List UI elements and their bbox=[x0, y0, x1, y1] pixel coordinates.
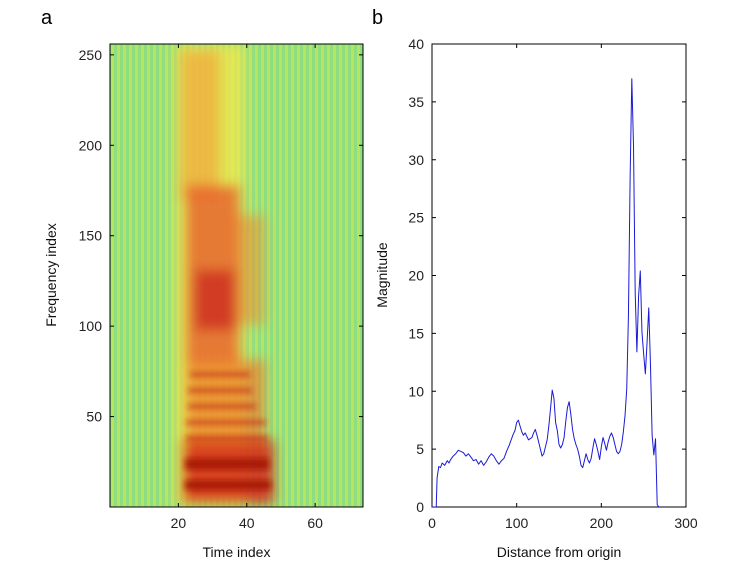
line-chart-y-tick-label: 30 bbox=[408, 152, 424, 168]
line-chart-x-tick-label: 200 bbox=[590, 515, 614, 531]
heatmap-y-tick-label: 100 bbox=[79, 318, 103, 334]
line-chart-x-axis-label: Distance from origin bbox=[497, 544, 622, 560]
line-chart-y-tick-label: 25 bbox=[408, 210, 424, 226]
heatmap-y-tick-label: 150 bbox=[79, 228, 103, 244]
line-chart-x-tick-label: 100 bbox=[505, 515, 529, 531]
heatmap-y-tick-label: 200 bbox=[79, 137, 103, 153]
line-chart-x-tick-label: 0 bbox=[428, 515, 436, 531]
line-chart-y-axis-label: Magnitude bbox=[374, 242, 390, 308]
heatmap-x-tick-label: 40 bbox=[239, 515, 255, 531]
line-chart-axes-frame bbox=[432, 44, 686, 507]
heatmap-y-axis-label: Frequency index bbox=[43, 223, 59, 327]
line-chart-x-tick-label: 300 bbox=[674, 515, 698, 531]
panel-a-label: a bbox=[41, 7, 53, 29]
heatmap-y-tick-label: 50 bbox=[86, 409, 102, 425]
line-chart-y-tick-label: 0 bbox=[416, 499, 424, 515]
line-chart-y-tick-label: 5 bbox=[416, 441, 424, 457]
line-chart-y-tick-label: 35 bbox=[408, 94, 424, 110]
line-chart-y-tick-label: 10 bbox=[408, 383, 424, 399]
heatmap-x-axis-label: Time index bbox=[203, 544, 271, 560]
heatmap-x-tick-label: 60 bbox=[307, 515, 323, 531]
line-chart-y-tick-label: 15 bbox=[408, 325, 424, 341]
panel-b-label: b bbox=[372, 7, 383, 29]
heatmap-x-tick-label: 20 bbox=[171, 515, 187, 531]
line-chart-y-tick-label: 40 bbox=[408, 36, 424, 52]
line-chart-y-tick-label: 20 bbox=[408, 268, 424, 284]
spectrogram-heatmap bbox=[110, 44, 363, 507]
heatmap-y-tick-label: 250 bbox=[79, 47, 103, 63]
